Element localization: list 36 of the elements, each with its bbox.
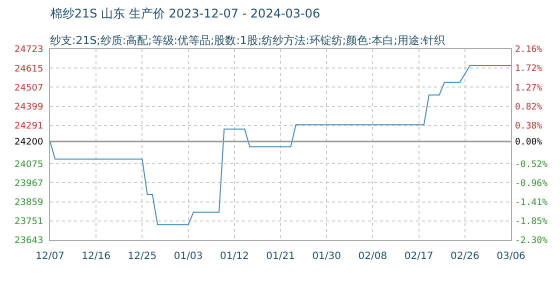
y2-tick-label: -1.85% <box>515 216 548 227</box>
x-tick-label: 12/25 <box>128 251 157 262</box>
x-tick-label: 01/12 <box>220 251 249 262</box>
y-tick-label: 23859 <box>14 198 44 208</box>
y-tick-label: 24200 <box>14 138 44 148</box>
y-tick-label: 24075 <box>14 160 44 170</box>
y2-tick-label: 0.00% <box>515 138 543 148</box>
y2-tick-label: 1.72% <box>515 64 543 74</box>
x-tick-label: 01/21 <box>266 251 295 262</box>
y2-tick-label: 0.38% <box>515 121 543 132</box>
y-tick-label: 24291 <box>14 122 44 132</box>
y2-tick-label: -0.96% <box>515 178 548 189</box>
y-tick-label: 23643 <box>14 236 44 246</box>
y-tick-label: 23751 <box>14 217 44 228</box>
y-tick-label: 24723 <box>14 45 44 56</box>
x-tick-label: 02/17 <box>404 251 434 262</box>
y2-tick-label: -1.41% <box>515 198 548 208</box>
line-series <box>50 64 511 226</box>
y-tick-label: 24507 <box>14 83 44 94</box>
x-tick-label: 03/06 <box>496 251 526 262</box>
y-tick-label: 24615 <box>14 64 44 74</box>
y-tick-label: 23967 <box>14 178 44 189</box>
y-tick-label: 24399 <box>14 102 44 112</box>
x-tick-label: 12/07 <box>36 251 64 262</box>
x-tick-label: 12/16 <box>82 251 111 262</box>
y2-tick-label: 1.27% <box>515 83 543 94</box>
x-tick-label: 01/30 <box>312 251 342 262</box>
y2-tick-label: -2.30% <box>515 236 548 246</box>
chart-subtitle: 纱支:21S;纱质:高配;等级:优等品;股数:1股;纺纱方法:环锭纺;颜色:本白;用途:针织 <box>50 34 446 47</box>
x-tick-label: 02/26 <box>450 251 480 262</box>
y2-tick-label: -0.52% <box>515 160 548 170</box>
x-tick-label: 02/08 <box>358 251 388 262</box>
y2-tick-label: 2.16% <box>515 45 543 56</box>
y2-tick-label: 0.82% <box>515 102 543 113</box>
x-tick-label: 01/03 <box>174 251 203 262</box>
chart-title: 棉纱21S 山东 生产价 2023-12-07 - 2024-03-06 <box>50 6 320 21</box>
